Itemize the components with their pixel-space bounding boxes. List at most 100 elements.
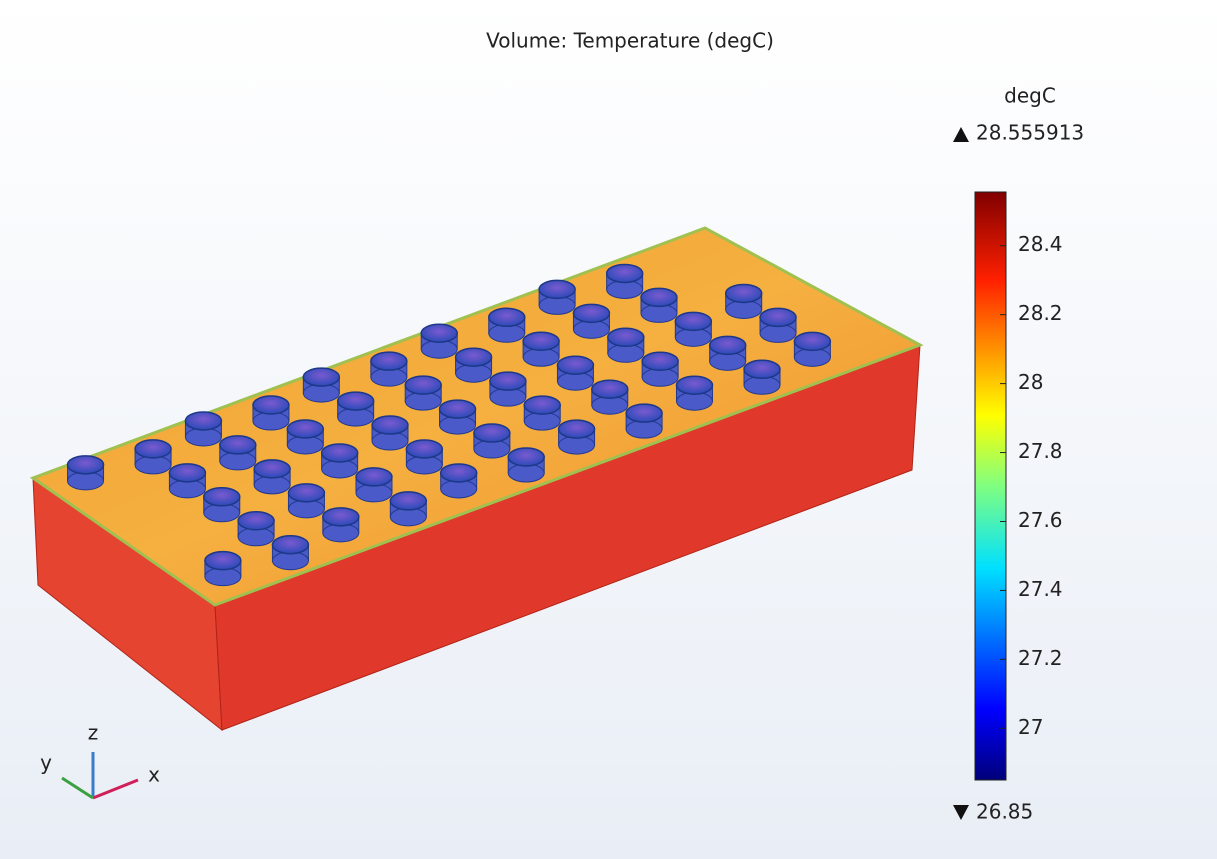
pin-top bbox=[252, 395, 290, 415]
model-geometry bbox=[29, 226, 924, 732]
pin-top bbox=[572, 303, 611, 324]
pin bbox=[793, 331, 832, 367]
plot-title: Volume: Temperature (degC) bbox=[486, 29, 774, 53]
pin bbox=[438, 399, 477, 435]
pin-top bbox=[522, 331, 560, 352]
pin bbox=[674, 311, 713, 347]
pin bbox=[454, 347, 493, 383]
pin bbox=[287, 483, 326, 519]
pin-top bbox=[168, 463, 207, 483]
pin bbox=[271, 534, 310, 571]
colorbar-tick-label: 28 bbox=[1018, 370, 1043, 394]
pin-top bbox=[473, 423, 511, 443]
min-icon bbox=[953, 805, 969, 820]
pin-top bbox=[404, 375, 442, 395]
pin bbox=[389, 491, 428, 527]
pin bbox=[66, 455, 105, 491]
pin-top bbox=[675, 375, 714, 395]
pin bbox=[202, 487, 241, 523]
pin-top bbox=[538, 279, 576, 300]
pin-top bbox=[641, 351, 679, 372]
pin-top bbox=[488, 307, 526, 328]
pin-top bbox=[724, 283, 763, 304]
pin-top bbox=[184, 411, 223, 431]
pin bbox=[538, 279, 576, 315]
pin-top bbox=[271, 534, 310, 555]
pin-top bbox=[759, 307, 797, 328]
pin-top bbox=[420, 323, 458, 343]
colorbar-tick-label: 27.6 bbox=[1018, 508, 1063, 532]
pin bbox=[355, 467, 393, 503]
pin-top bbox=[591, 379, 629, 399]
pin-top bbox=[66, 455, 105, 475]
pin-top bbox=[743, 359, 781, 380]
pin-top bbox=[556, 355, 595, 375]
colorbar-unit: degC bbox=[1004, 84, 1056, 108]
colorbar-tick-label: 27.2 bbox=[1018, 646, 1063, 670]
pin bbox=[675, 375, 714, 411]
pin bbox=[625, 403, 663, 439]
pin-top bbox=[219, 435, 257, 455]
colorbar-tick-label: 27.4 bbox=[1018, 577, 1063, 601]
pin-top bbox=[134, 439, 172, 459]
pin-top bbox=[322, 507, 360, 527]
pin-top bbox=[371, 415, 409, 435]
pin bbox=[556, 355, 595, 391]
y-label: y bbox=[40, 751, 52, 775]
pin-top bbox=[674, 311, 713, 332]
pin-top bbox=[389, 491, 428, 511]
axis-triad: z x y bbox=[40, 721, 160, 800]
pin bbox=[591, 379, 629, 415]
pin bbox=[405, 439, 444, 475]
pin-top bbox=[438, 399, 477, 419]
pin bbox=[605, 263, 644, 299]
pin bbox=[507, 447, 545, 483]
max-icon bbox=[953, 127, 969, 142]
pin bbox=[439, 463, 478, 499]
pin-top bbox=[507, 447, 545, 467]
pin-top bbox=[607, 327, 645, 348]
pin-top bbox=[202, 487, 241, 507]
pin-top bbox=[253, 459, 291, 479]
pin bbox=[743, 359, 781, 395]
pin bbox=[572, 303, 611, 339]
pin bbox=[488, 307, 526, 343]
pin-top bbox=[370, 351, 408, 371]
pin bbox=[473, 423, 511, 459]
pin-top bbox=[625, 403, 663, 423]
pin bbox=[370, 351, 408, 387]
pin bbox=[371, 415, 409, 451]
pin bbox=[640, 287, 678, 323]
y-axis bbox=[61, 776, 94, 800]
pin-top bbox=[708, 335, 747, 356]
x-axis bbox=[92, 778, 139, 800]
colorbar bbox=[974, 191, 1007, 781]
pin-top bbox=[237, 511, 275, 531]
pin bbox=[404, 375, 442, 411]
pin-top bbox=[640, 287, 678, 308]
pin bbox=[724, 283, 763, 319]
z-label: z bbox=[88, 721, 99, 745]
pin-top bbox=[287, 483, 326, 503]
pin bbox=[252, 395, 290, 431]
pin-top bbox=[557, 419, 596, 439]
pin-top bbox=[489, 371, 527, 391]
pin-top bbox=[320, 443, 359, 463]
pin bbox=[204, 550, 242, 587]
pin-top bbox=[204, 550, 242, 571]
colorbar-tick-label: 28.2 bbox=[1018, 301, 1063, 325]
pin-top bbox=[793, 331, 832, 352]
pin-top bbox=[336, 391, 375, 411]
pin bbox=[708, 335, 747, 371]
pin bbox=[302, 367, 341, 403]
pin-top bbox=[286, 419, 325, 439]
pin bbox=[286, 419, 325, 455]
pin-top bbox=[454, 347, 493, 367]
pin bbox=[184, 411, 223, 447]
pin bbox=[522, 331, 560, 367]
pin bbox=[134, 439, 172, 475]
pin bbox=[523, 395, 561, 431]
pin bbox=[489, 371, 527, 407]
pin-top bbox=[355, 467, 393, 487]
colorbar-min: 26.85 bbox=[976, 800, 1033, 824]
